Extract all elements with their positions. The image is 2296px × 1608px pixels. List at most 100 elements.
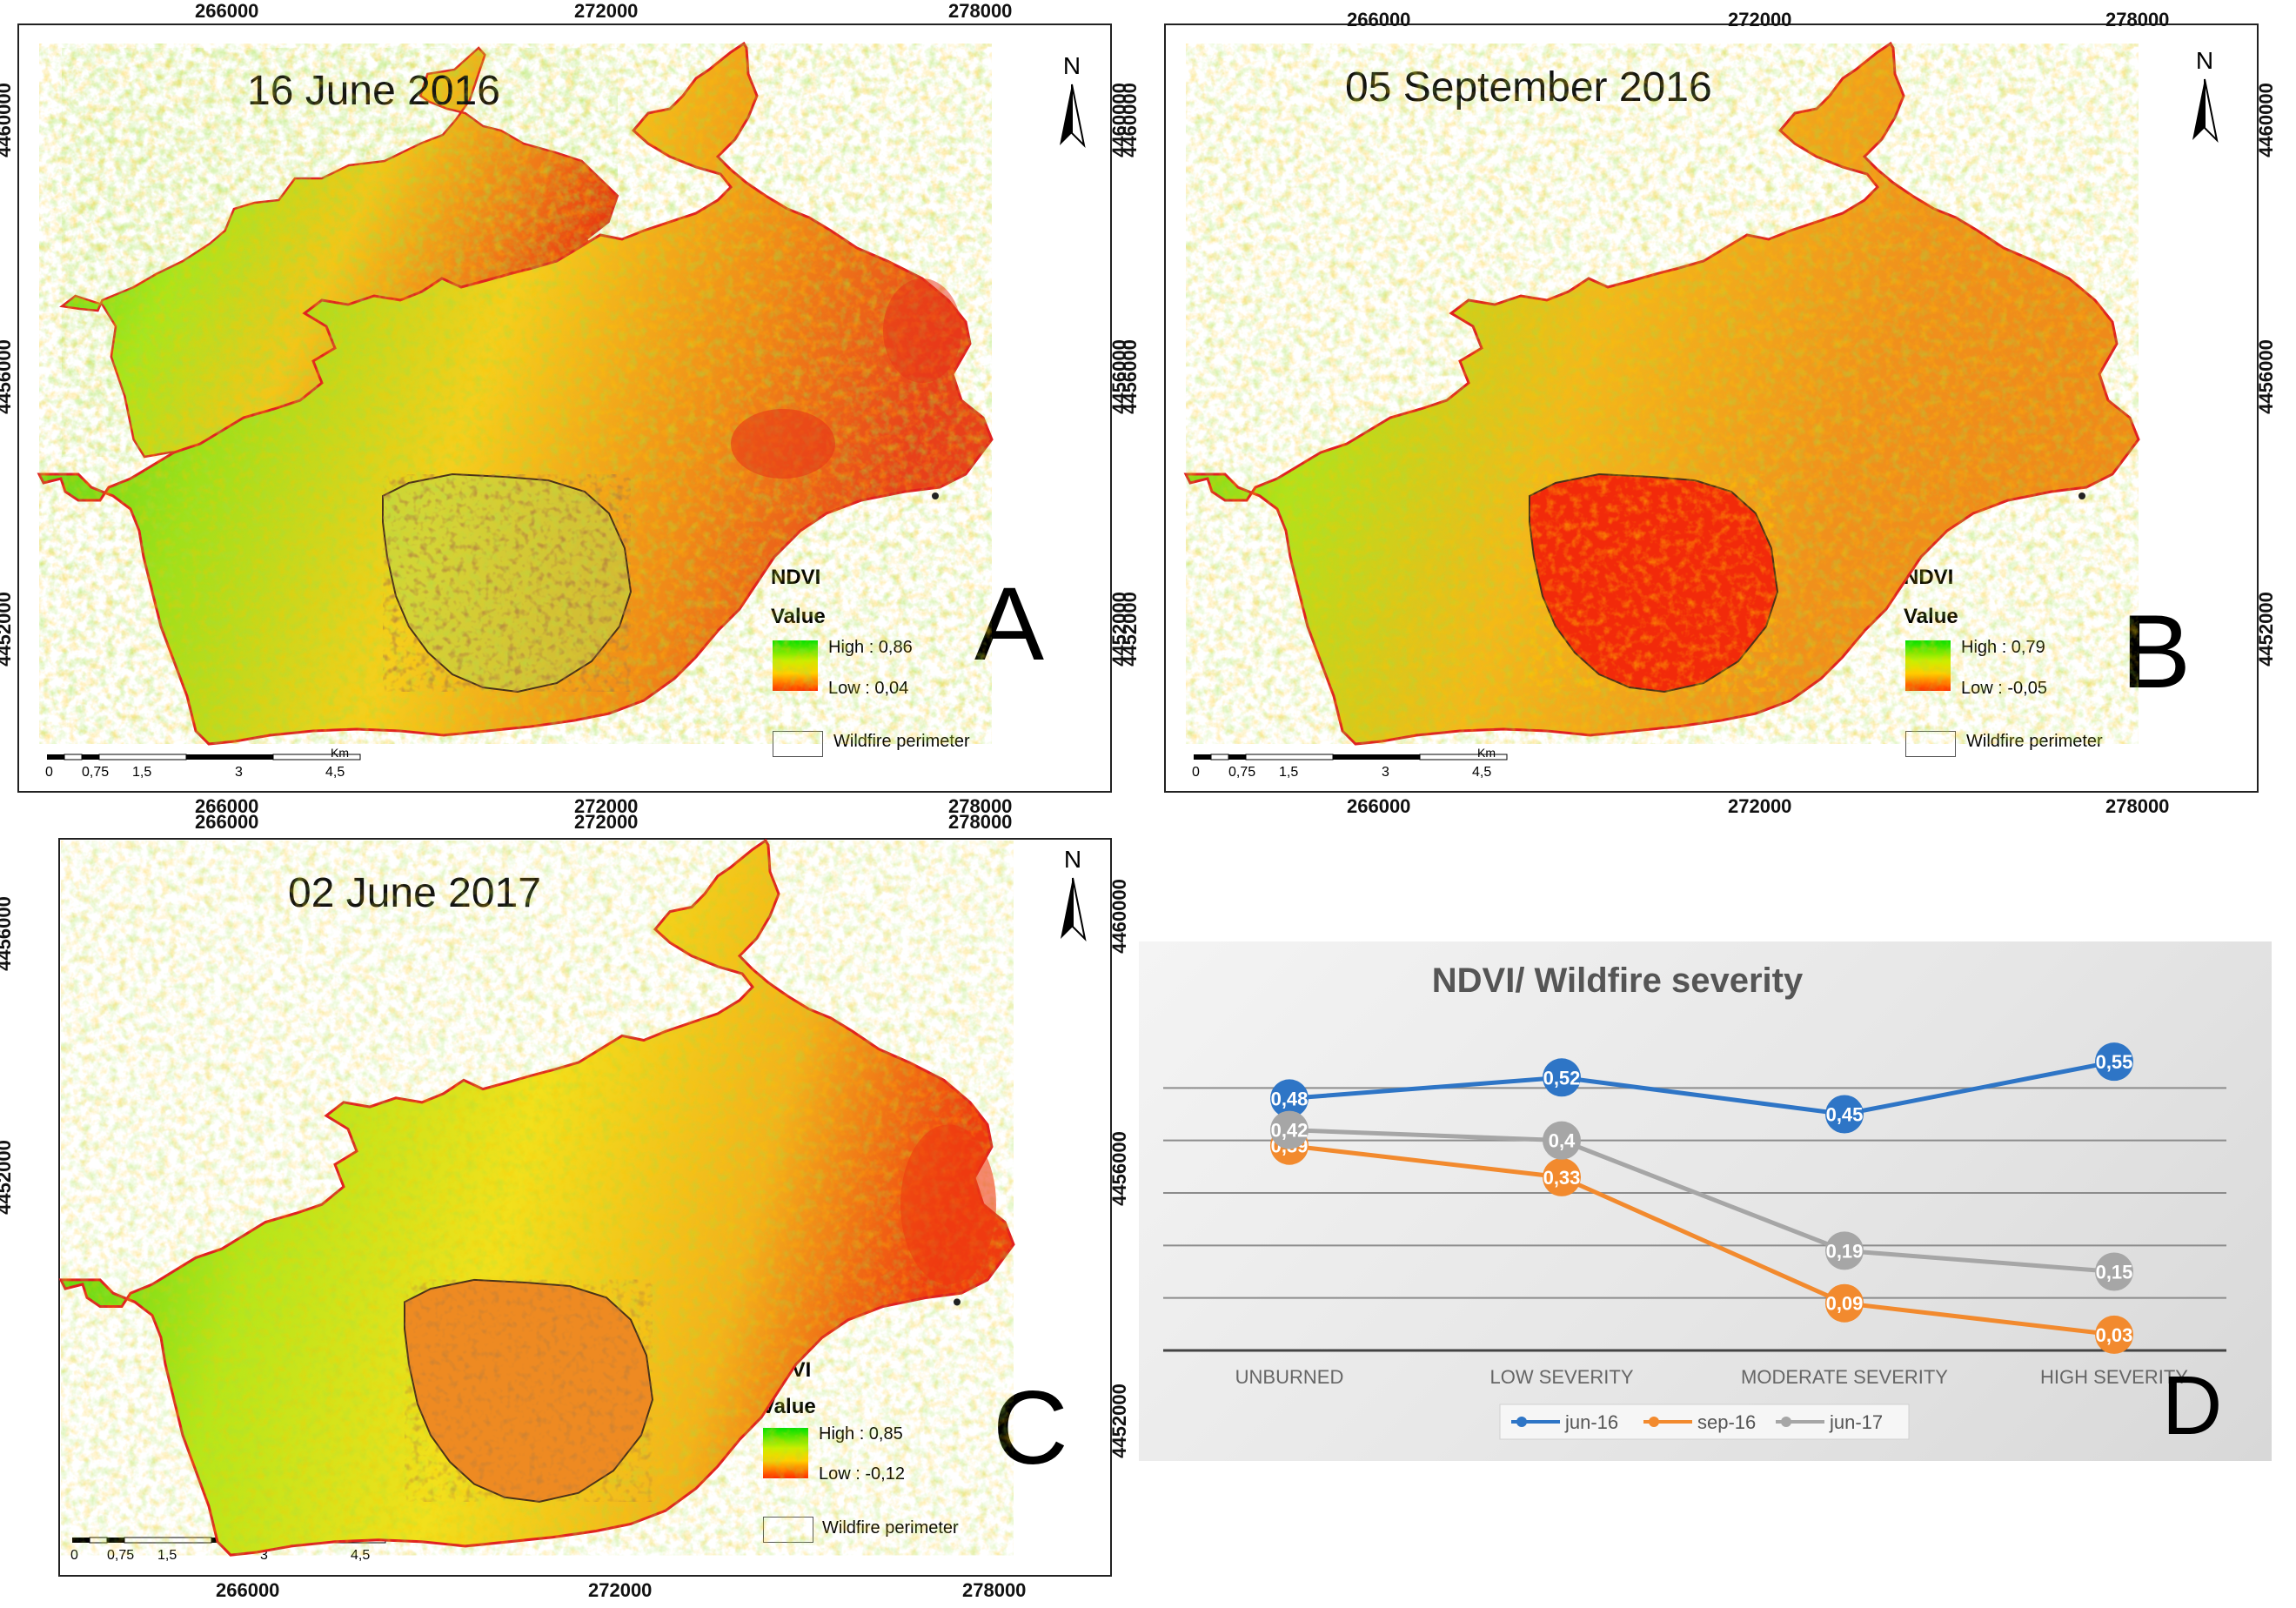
data-label-jun-17: 0,4 — [1549, 1130, 1576, 1152]
data-point-jun-16 — [1270, 1079, 1309, 1118]
legend-high-b: High : 0,79 — [1961, 638, 2045, 657]
x-tick-bottom-a-0: 266000 — [195, 795, 259, 817]
scale-unit-c: Km — [358, 1529, 376, 1543]
data-point-jun-16 — [2095, 1042, 2133, 1082]
scale-label-b-4: 4,5 — [1472, 765, 1492, 780]
data-label-jun-16: 0,45 — [1826, 1104, 1864, 1126]
y-tick-left-b-2: 4452000 — [1118, 592, 1141, 667]
data-label-jun-16: 0,52 — [1543, 1067, 1581, 1089]
legend-title-b: NDVI — [1904, 566, 1954, 589]
data-label-sep-16: 0,33 — [1543, 1167, 1581, 1189]
ndvi-severity-chart: NDVI/ Wildfire severity UNBURNED LOW SEVE… — [1163, 961, 2226, 1440]
x-tick-bottom-c-2: 278000 — [962, 1579, 1027, 1601]
x-tick-bottom-a-2: 278000 — [948, 795, 1013, 817]
map-title-b: 05 September 2016 — [1345, 64, 1712, 111]
x-tick-bottom-b-0: 266000 — [1347, 795, 1411, 817]
y-tick-left-a-0: 4460000 — [0, 83, 15, 157]
legend-subtitle-a: Value — [771, 605, 826, 628]
legend-label-sep-16: sep-16 — [1697, 1411, 1756, 1433]
scale-label-c-3: 3 — [260, 1548, 268, 1563]
y-tick-right-c-2: 4452000 — [1108, 1384, 1130, 1458]
x-tick-top-c-0: 266000 — [195, 811, 259, 833]
y-tick-right-b-0: 4460000 — [2254, 83, 2277, 157]
ndvi-ramp-c — [763, 1428, 808, 1478]
data-point-jun-17 — [1543, 1121, 1581, 1160]
map-title-a: 16 June 2016 — [247, 68, 500, 114]
scale-bar-a — [47, 754, 361, 760]
scale-unit-a: Km — [331, 746, 349, 760]
x-tick-top-c-2: 278000 — [948, 811, 1013, 833]
map-a-regions — [19, 25, 1110, 791]
x-tick-top-b-2: 278000 — [2105, 9, 2170, 30]
legend-subtitle-b: Value — [1904, 605, 1958, 628]
x-tick-label: LOW SEVERITY — [1489, 1366, 1633, 1388]
north-arrow-icon: N — [1060, 52, 1086, 149]
data-point-sep-16 — [2095, 1315, 2133, 1354]
chart-title: NDVI/ Wildfire severity — [1432, 961, 1804, 1000]
legend-perimeter-swatch-c — [763, 1517, 813, 1543]
x-tick-bottom-a-1: 272000 — [574, 795, 639, 817]
map-panel-b: 05 September 2016 B N NDVI Value High : … — [1164, 23, 2259, 793]
ndvi-ramp-b — [1905, 640, 1951, 691]
y-tick-right-c-0: 4460000 — [1108, 879, 1130, 954]
scale-label-b-2: 1,5 — [1279, 765, 1299, 780]
y-tick-right-b-2: 4452000 — [2254, 592, 2277, 667]
scale-unit-b: Km — [1477, 746, 1496, 760]
legend-marker-jun-17 — [1781, 1417, 1791, 1427]
panel-letter-c: C — [993, 1370, 1068, 1486]
data-label-sep-16: 0,03 — [2096, 1324, 2133, 1346]
legend-marker-jun-16 — [1516, 1417, 1527, 1427]
legend-marker-sep-16 — [1649, 1417, 1659, 1427]
map-panel-c: 02 June 2017 C N NDVI Value High : 0,85 … — [58, 838, 1112, 1577]
y-tick-left-b-1: 4456000 — [1118, 339, 1141, 414]
scale-label-a-2: 1,5 — [132, 765, 152, 780]
legend-high-a: High : 0,86 — [828, 638, 913, 657]
map-panel-a: 16 June 2016 A N NDVI Value High : 0,86 … — [17, 23, 1112, 793]
data-label-jun-16: 0,48 — [1271, 1088, 1309, 1109]
x-tick-bottom-c-0: 266000 — [216, 1579, 280, 1601]
y-tick-left-c-1: 4452000 — [0, 1140, 15, 1215]
chart-legend — [1499, 1404, 1910, 1440]
data-point-jun-16 — [1825, 1095, 1864, 1134]
x-tick-top-b-0: 266000 — [1347, 9, 1411, 30]
x-tick-label: UNBURNED — [1235, 1366, 1344, 1388]
scale-label-c-0: 0 — [70, 1548, 78, 1563]
series-line-sep-16 — [1289, 1143, 2115, 1337]
scale-label-a-3: 3 — [235, 765, 243, 780]
map-title-c: 02 June 2017 — [288, 870, 541, 916]
data-point-jun-17 — [1270, 1110, 1309, 1149]
y-tick-left-a-2: 4452000 — [0, 592, 15, 667]
series-line-jun-17 — [1289, 1128, 2115, 1274]
y-tick-left-a-1: 4456000 — [0, 339, 15, 414]
x-tick-top-b-1: 272000 — [1728, 9, 1792, 30]
svg-text:N: N — [1064, 846, 1081, 873]
ndvi-ramp-a — [773, 640, 818, 691]
data-label-jun-17: 0,42 — [1271, 1120, 1309, 1142]
scale-label-a-0: 0 — [45, 765, 53, 780]
scale-label-a-4: 4,5 — [325, 765, 345, 780]
data-label-jun-17: 0,15 — [2096, 1262, 2133, 1283]
legend-title-c: NDVI — [761, 1358, 812, 1382]
panel-letter-b: B — [2121, 593, 2192, 710]
severity-chart-panel: NDVI/ Wildfire severity UNBURNED LOW SEVE… — [1139, 941, 2272, 1461]
x-tick-label: HIGH SEVERITY — [2040, 1366, 2188, 1388]
legend-low-c: Low : -0,12 — [819, 1464, 905, 1484]
data-point-jun-16 — [1543, 1058, 1581, 1097]
legend-label-jun-17: jun-17 — [1829, 1411, 1883, 1433]
data-point-sep-16 — [1543, 1157, 1581, 1196]
north-arrow-icon: N — [2192, 47, 2219, 144]
y-tick-right-c-1: 4456000 — [1108, 1131, 1130, 1206]
data-point-jun-17 — [1825, 1231, 1864, 1270]
legend-subtitle-c: Value — [761, 1395, 816, 1418]
x-tick-top-c-1: 272000 — [574, 811, 639, 833]
scale-bar-b — [1194, 754, 1508, 760]
svg-text:N: N — [2196, 47, 2213, 74]
y-tick-left-b-0: 4460000 — [1118, 83, 1141, 157]
legend-high-c: High : 0,85 — [819, 1424, 903, 1444]
series-line-jun-16 — [1289, 1059, 2115, 1117]
legend-perimeter-c: Wildfire perimeter — [822, 1518, 959, 1538]
x-tick-top-a-2: 278000 — [948, 0, 1013, 22]
x-tick-bottom-b-1: 272000 — [1728, 795, 1792, 817]
scale-label-a-1: 0,75 — [82, 765, 110, 780]
north-label: N — [1063, 52, 1081, 79]
